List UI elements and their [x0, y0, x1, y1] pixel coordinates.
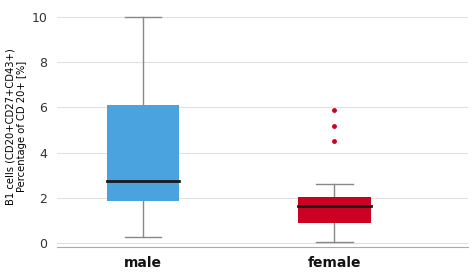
- Y-axis label: B1 cells (CD20+CD27+CD43+)
Percentage of CD 20+ [%]: B1 cells (CD20+CD27+CD43+) Percentage of…: [6, 48, 27, 205]
- Bar: [107, 105, 180, 201]
- Bar: [298, 197, 371, 223]
